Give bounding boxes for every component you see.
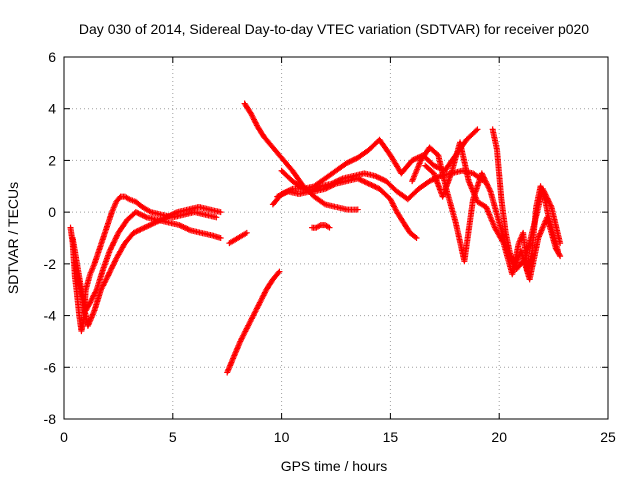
y-tick-label: 6: [48, 49, 56, 65]
series-track-i: [278, 167, 420, 241]
series-track-e: [224, 268, 283, 376]
y-tick-label: 0: [48, 204, 56, 220]
series-track-j: [309, 222, 333, 231]
axis-ticks: [63, 56, 609, 420]
y-tick-label: 4: [48, 101, 56, 117]
series-trace: [490, 128, 561, 274]
series-trace: [310, 222, 331, 231]
series-track-c: [71, 203, 224, 329]
series-track-f: [241, 100, 361, 213]
series-trace: [224, 269, 282, 374]
x-axis-title: GPS time / hours: [281, 458, 388, 474]
y-tick-label: -6: [44, 359, 57, 375]
series-trace: [72, 204, 223, 328]
data-point: [163, 214, 170, 221]
series-track-k: [409, 144, 564, 273]
x-tick-label: 20: [491, 429, 507, 445]
y-tick-label: -4: [44, 308, 57, 324]
x-tick-label: 0: [60, 429, 68, 445]
series-trace: [227, 230, 249, 246]
x-tick-label: 15: [383, 429, 399, 445]
series-trace: [423, 140, 563, 281]
series-track-l: [422, 139, 564, 283]
x-tick-label: 5: [169, 429, 177, 445]
data-point: [274, 193, 281, 200]
y-axis-title: SDTVAR / TECUs: [5, 182, 21, 294]
series-track-b: [69, 209, 224, 314]
data-point: [141, 224, 148, 231]
series-track-a: [67, 193, 220, 335]
chart-title: Day 030 of 2014, Sidereal Day-to-day VTE…: [79, 21, 589, 37]
x-tick-label: 25: [600, 429, 616, 445]
plot-frame: [63, 56, 609, 420]
y-tick-label: -2: [44, 256, 57, 272]
y-tick-label: -8: [44, 411, 57, 427]
x-tick-label: 10: [274, 429, 290, 445]
series-track-d: [226, 229, 250, 247]
x-tick-labels: 0 5 10 15 20 25: [60, 429, 616, 445]
series-track-m: [489, 126, 561, 275]
series-trace: [279, 168, 419, 240]
data-series: [67, 100, 564, 376]
y-tick-label: 2: [48, 152, 56, 168]
y-tick-labels: -8 -6 -4 -2 0 2 4 6: [44, 49, 57, 427]
